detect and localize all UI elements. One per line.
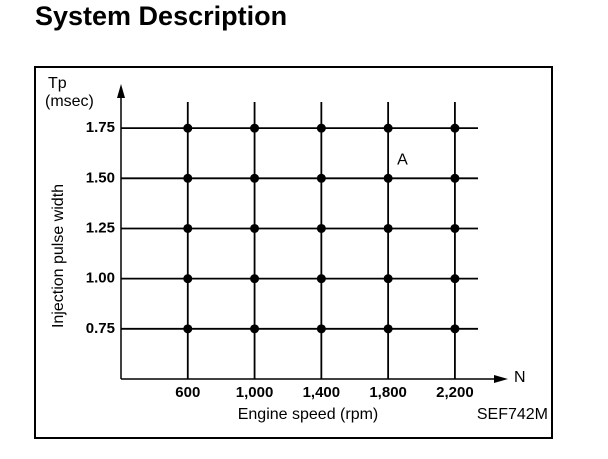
y-symbol: Tp: [48, 75, 67, 92]
y-axis-label: Injection pulse width: [50, 184, 67, 328]
figure-code: SEF742M: [477, 406, 548, 423]
x-tick-label: 1,400: [303, 384, 341, 401]
point: [383, 274, 393, 284]
y-tick-label: 1.50: [86, 169, 115, 186]
point: [250, 123, 260, 133]
point: [450, 274, 460, 284]
x-arrow: [494, 375, 508, 383]
point: [383, 123, 393, 133]
point: [183, 324, 193, 334]
point: [450, 223, 460, 233]
point: [183, 223, 193, 233]
point: [250, 274, 260, 284]
x-axis-label: Engine speed (rpm): [238, 406, 379, 423]
x-tick-label: 1,000: [236, 384, 274, 401]
x-tick-label: 1,800: [369, 384, 407, 401]
point: [250, 173, 260, 183]
y-arrow: [117, 84, 125, 98]
point: [383, 173, 393, 183]
point: [316, 223, 326, 233]
point: [450, 173, 460, 183]
point: [250, 223, 260, 233]
y-tick-label: 1.75: [86, 119, 115, 136]
point: [316, 324, 326, 334]
x-tick-label: 600: [175, 384, 200, 401]
point: [250, 324, 260, 334]
point: [183, 173, 193, 183]
y-tick-label: 1.00: [86, 270, 115, 287]
frame: [34, 66, 553, 439]
point: [383, 223, 393, 233]
point: [450, 123, 460, 133]
point: [450, 324, 460, 334]
point: [316, 123, 326, 133]
point: [183, 123, 193, 133]
point: [316, 274, 326, 284]
heading: System Description: [35, 1, 287, 31]
annotation: A: [397, 152, 408, 169]
x-symbol: N: [514, 369, 526, 386]
point: [183, 274, 193, 284]
x-tick-label: 2,200: [436, 384, 474, 401]
point: [383, 324, 393, 334]
y-tick-label: 1.25: [86, 219, 115, 236]
y-unit: (msec): [45, 93, 94, 110]
point: [316, 173, 326, 183]
y-tick-label: 0.75: [86, 320, 115, 337]
